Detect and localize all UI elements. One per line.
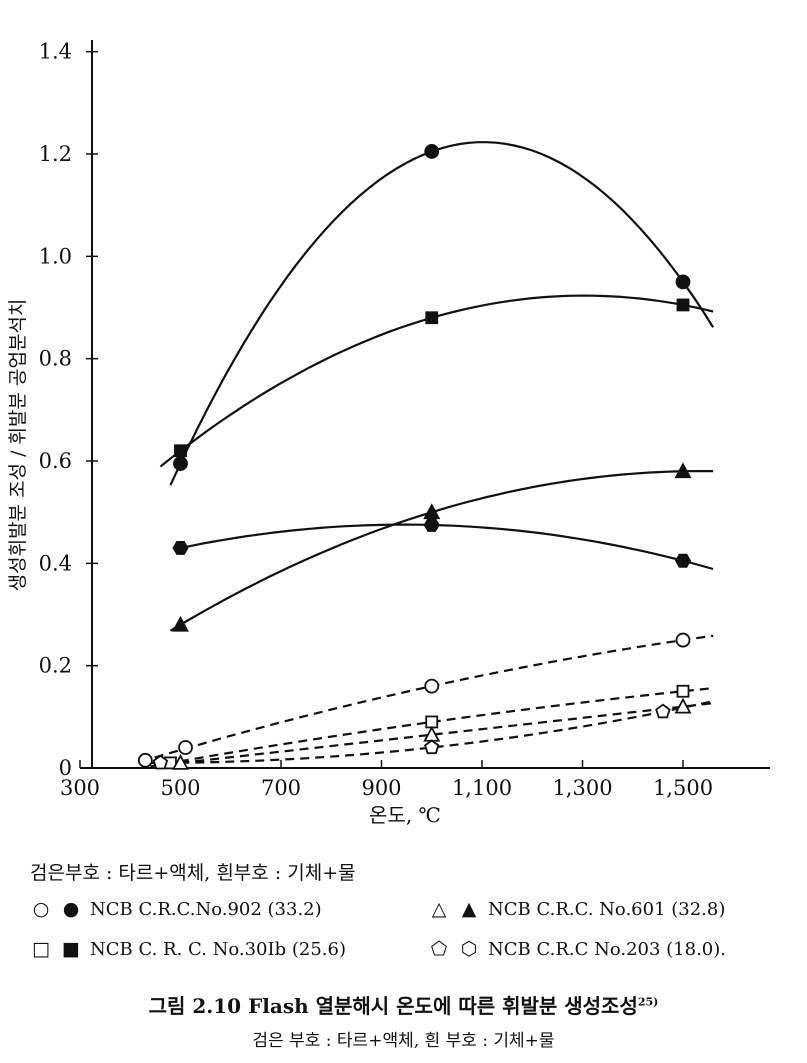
data-point-s4-p1	[178, 740, 193, 755]
y-tick-label: 1.2	[39, 142, 72, 166]
chart: 0 0.2 0.4 0.6 0.8 1.0 1.2 1.4 300 500 700 900 1,100 1…	[7, 40, 770, 827]
data-point-s4-p3	[675, 632, 691, 648]
legend-filled-square-icon: ■	[62, 938, 80, 960]
y-tick-label: 0.2	[39, 654, 72, 678]
x-tick-label: 700	[261, 776, 301, 800]
legend-label: NCB C.R.C. No.601 (32.8)	[488, 898, 726, 920]
x-tick-label: 500	[160, 776, 200, 800]
figure-subtitle: 검은 부호 : 타르+액체, 흰 부호 : 기체+물	[252, 1031, 555, 1051]
data-point-s0-p1	[424, 144, 440, 159]
x-tick-label: 900	[361, 776, 401, 800]
series-curve-0	[169, 141, 715, 486]
data-point-s1-p2	[676, 298, 690, 312]
data-point-s7-p1	[424, 739, 440, 755]
data-point-s0-p0	[173, 456, 188, 471]
legend-open-square-icon: □	[32, 938, 50, 960]
data-point-s7-p2	[655, 703, 671, 719]
legend-item-902: ○ ● NCB C.R.C.No.902 (33.2)	[30, 898, 322, 920]
y-tick-label: 1.0	[39, 244, 72, 268]
x-tick-label: 1,100	[452, 776, 512, 800]
data-point-s6-p2	[674, 697, 692, 714]
legend-intro: 검은부호 : 타르+액체, 흰부호 : 기체+물	[30, 862, 356, 884]
data-point-s3-p2	[674, 553, 692, 568]
y-tick-label: 0	[59, 756, 72, 780]
data-point-s2-p0	[171, 615, 190, 632]
caption-title: Flash 열분해시 온도에 따른 휘발분 생성조성	[248, 994, 638, 1018]
y-tick-label: 0.8	[39, 347, 72, 371]
data-point-s2-p2	[674, 462, 692, 479]
series-curve-4	[139, 634, 714, 763]
data-point-s5-p1	[425, 715, 439, 729]
x-tick-label: 1,500	[653, 776, 713, 800]
chart-markers	[137, 144, 692, 770]
caption-reference: 25)	[637, 995, 659, 1009]
data-point-s6-p0	[171, 753, 190, 770]
y-tick-label: 0.4	[39, 551, 72, 575]
legend-label: NCB C.R.C.No.902 (33.2)	[90, 898, 322, 920]
legend-open-pentagon-icon: ⬠	[430, 938, 448, 960]
chart-labels: 0 0.2 0.4 0.6 0.8 1.0 1.2 1.4 300 500 700 900 1,100 1…	[7, 40, 713, 827]
chart-curves	[139, 141, 715, 768]
series-curve-6	[165, 702, 714, 766]
x-tick-label: 1,300	[552, 776, 612, 800]
data-point-s4-p2	[424, 678, 440, 694]
series-curve-2	[169, 470, 714, 632]
legend-hexagon-icon: ⬡	[460, 938, 478, 960]
data-point-s1-p1	[425, 311, 439, 325]
data-point-s7-p0	[152, 754, 169, 770]
series-curve-5	[150, 687, 714, 768]
figure-caption: 그림 2.10 Flash 열분해시 온도에 따른 휘발분 생성조성25)	[0, 990, 807, 1019]
y-tick-label: 1.4	[39, 40, 72, 64]
legend-item-601: △ ▲ NCB C.R.C. No.601 (32.8)	[428, 898, 726, 920]
legend-item-301b: □ ■ NCB C. R. C. No.30Ib (25.6)	[30, 938, 346, 960]
x-axis-label: 온도, ℃	[369, 803, 441, 827]
data-point-s4-p0	[137, 752, 153, 768]
legend-label: NCB C.R.C No.203 (18.0).	[488, 938, 727, 960]
legend-open-triangle-icon: △	[431, 898, 447, 920]
y-axis-label: 생성휘발분 조성 / 휘발분 공업분석치	[7, 299, 29, 592]
legend-label: NCB C. R. C. No.30Ib (25.6)	[90, 938, 346, 960]
legend-item-203: ⬠ ⬡ NCB C.R.C No.203 (18.0).	[428, 938, 726, 960]
data-point-s3-p0	[172, 541, 189, 555]
caption-number: 그림 2.10	[148, 994, 242, 1018]
x-tick-label: 300	[60, 776, 100, 800]
data-point-s3-p1	[423, 518, 440, 532]
y-tick-label: 0.6	[39, 449, 72, 473]
legend-open-circle-icon: ○	[32, 898, 50, 920]
data-point-s0-p2	[675, 274, 691, 290]
legend-filled-triangle-icon: ▲	[461, 898, 477, 920]
legend-filled-circle-icon: ●	[62, 898, 80, 920]
series-curve-7	[150, 700, 714, 764]
data-point-s1-p0	[174, 444, 187, 458]
series-curve-3	[175, 523, 714, 571]
data-point-s5-p2	[676, 684, 690, 698]
